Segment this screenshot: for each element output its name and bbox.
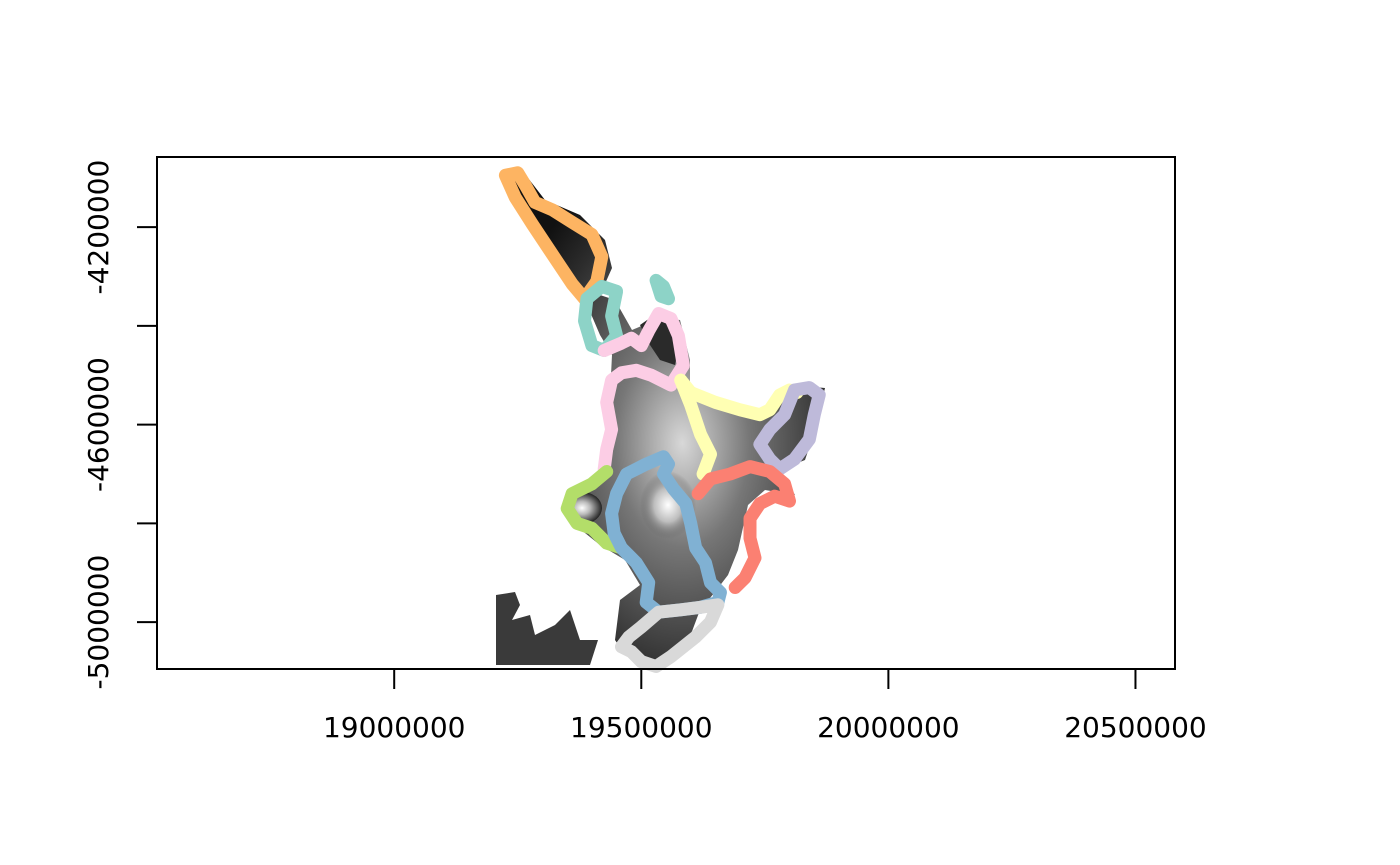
region-boundary-8: [691, 460, 796, 594]
region-boundary-11: [615, 598, 725, 673]
y-tick-label: -5000000: [82, 555, 115, 690]
x-tick-label: 20500000: [1064, 711, 1207, 744]
y-tick-label: -4600000: [82, 357, 115, 492]
region-boundary-1: [498, 166, 609, 306]
x-tick-label: 20000000: [817, 711, 960, 744]
x-tick-label: 19500000: [570, 711, 713, 744]
region-boundary-5: [674, 373, 804, 422]
region-boundary-9: [560, 465, 628, 555]
x-tick-label: 19000000: [323, 711, 466, 744]
x-axis: 19000000 19500000 20000000 20500000: [323, 668, 1207, 744]
region-boundary-7: [753, 381, 826, 476]
region-boundary-6: [674, 373, 717, 481]
region-boundaries: [498, 166, 826, 673]
south-island-terrain: [496, 592, 598, 665]
y-axis: -4200000 -4600000 -5000000: [82, 160, 158, 690]
y-tick-label: -4200000: [82, 160, 115, 295]
region-boundary-2: [578, 279, 624, 357]
region-boundary-3: [649, 273, 675, 306]
central-plateau: [640, 471, 696, 539]
